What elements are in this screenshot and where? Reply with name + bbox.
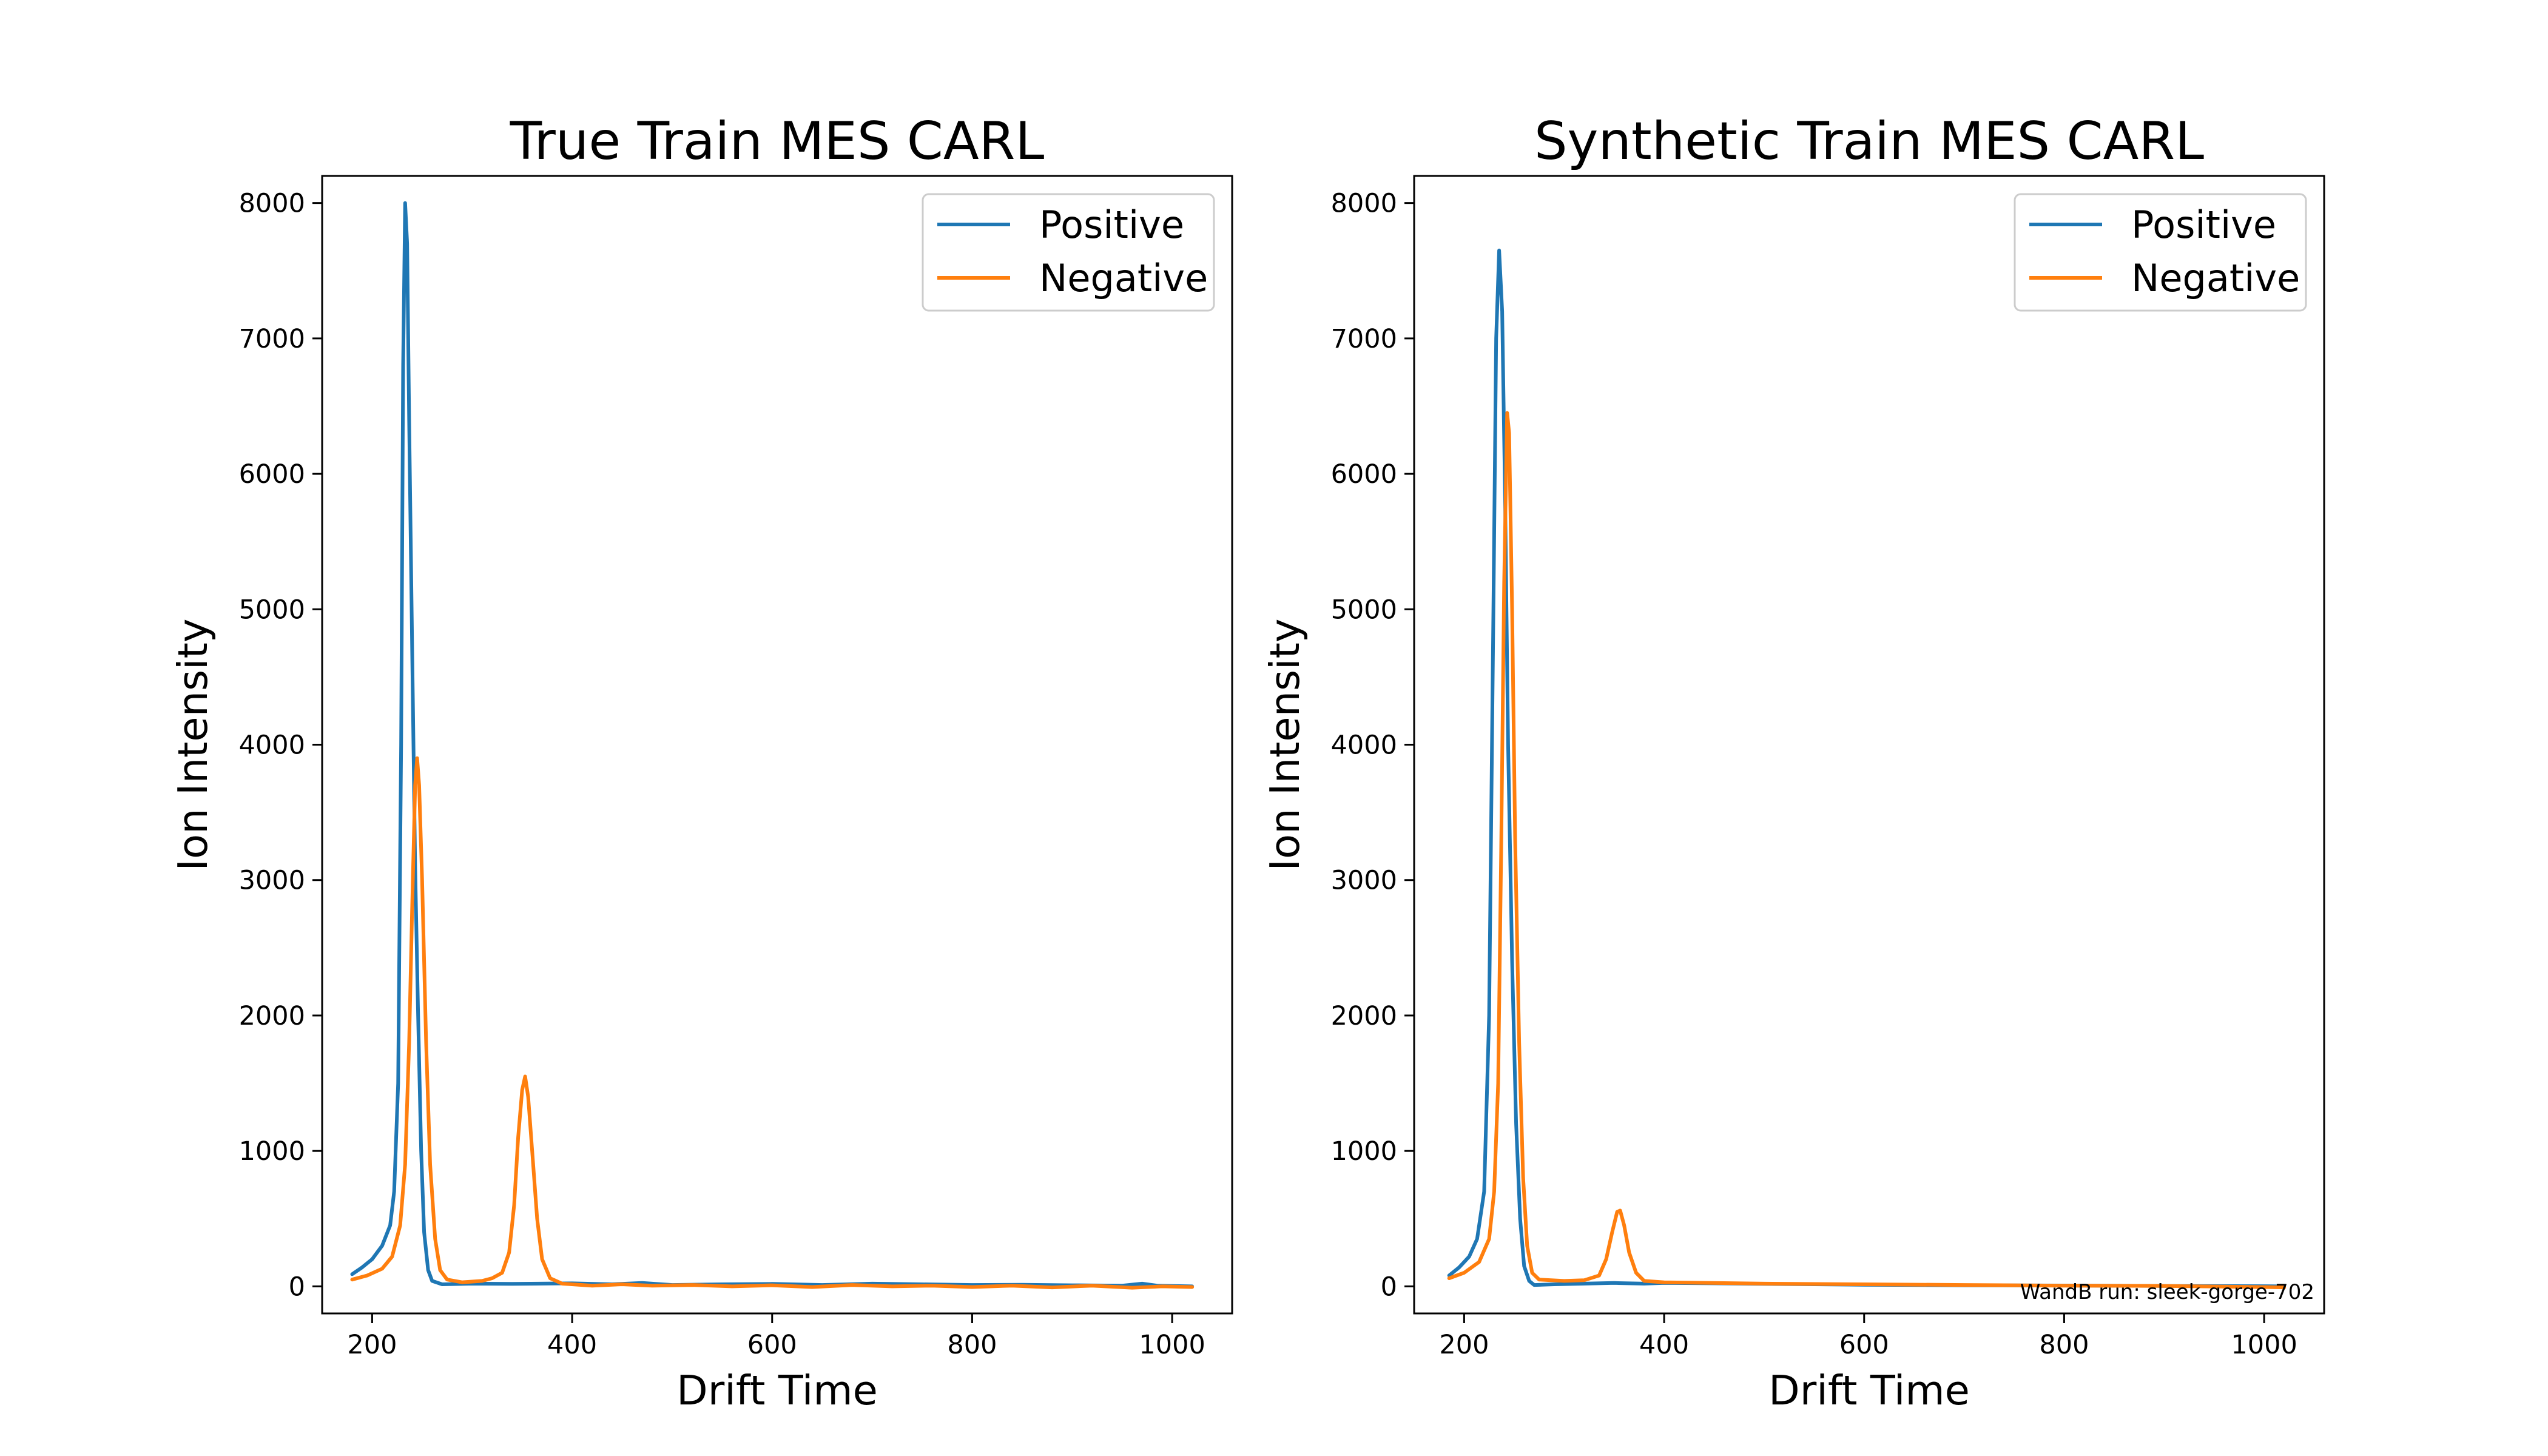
plot-frame (321, 175, 1233, 1315)
x-tick-label: 1000 (1139, 1330, 1205, 1360)
x-tick-label: 600 (747, 1330, 797, 1360)
y-axis-label: Ion Intensity (169, 618, 217, 871)
y-axis-label: Ion Intensity (1261, 618, 1309, 871)
x-tick-label: 800 (2039, 1330, 2089, 1360)
y-tick-label: 4000 (1331, 730, 1397, 761)
y-tick-label: 1000 (239, 1136, 305, 1167)
x-tick-label: 200 (1439, 1330, 1489, 1360)
y-tick-label: 7000 (1331, 324, 1397, 354)
x-tick-label: 800 (947, 1330, 997, 1360)
y-tick-label: 0 (1381, 1272, 1397, 1302)
legend-label-positive: Positive (2131, 203, 2276, 247)
y-tick-label: 8000 (1331, 189, 1397, 219)
legend: Positive Negative (2014, 193, 2307, 312)
x-tick-label: 1000 (2231, 1330, 2297, 1360)
y-tick-label: 6000 (239, 459, 305, 490)
series-line-negative (1447, 411, 2287, 1290)
y-tick-label: 5000 (1331, 595, 1397, 625)
x-tick-label: 400 (1639, 1330, 1689, 1360)
y-tick-label: 1000 (1331, 1136, 1397, 1167)
chart-title: True Train MES CARL (510, 111, 1045, 172)
y-tick-label: 6000 (1331, 459, 1397, 490)
legend-label-negative: Negative (1039, 256, 1208, 300)
legend: Positive Negative (922, 193, 1215, 312)
y-tick-label: 3000 (239, 866, 305, 896)
y-tick-label: 5000 (239, 595, 305, 625)
chart-synthetic-train: Synthetic Train MES CARL 200 400 600 800 1000… (1261, 111, 2325, 1414)
x-axis-label: Drift Time (676, 1367, 878, 1414)
y-tick-label: 7000 (239, 324, 305, 354)
x-tick-label: 400 (547, 1330, 597, 1360)
y-tick-label: 2000 (239, 1001, 305, 1031)
plot-frame (1413, 175, 2325, 1315)
series-line-negative (350, 756, 1195, 1290)
chart-title: Synthetic Train MES CARL (1534, 111, 2204, 172)
y-tick-label: 0 (289, 1272, 305, 1302)
chart-true-train: True Train MES CARL 200 400 600 800 1000 0 1000… (169, 111, 1233, 1414)
x-axis-label: Drift Time (1768, 1367, 1970, 1414)
y-tick-label: 3000 (1331, 866, 1397, 896)
series-line-positive (350, 201, 1195, 1289)
series-line-positive (1447, 248, 2287, 1289)
x-tick-label: 200 (347, 1330, 397, 1360)
legend-label-negative: Negative (2131, 256, 2300, 300)
y-tick-label: 4000 (239, 730, 305, 761)
wandb-run-annotation: WandB run: sleek-gorge-702 (2020, 1280, 2314, 1304)
x-tick-label: 600 (1839, 1330, 1889, 1360)
y-tick-label: 2000 (1331, 1001, 1397, 1031)
legend-label-positive: Positive (1039, 203, 1184, 247)
y-tick-label: 8000 (239, 189, 305, 219)
